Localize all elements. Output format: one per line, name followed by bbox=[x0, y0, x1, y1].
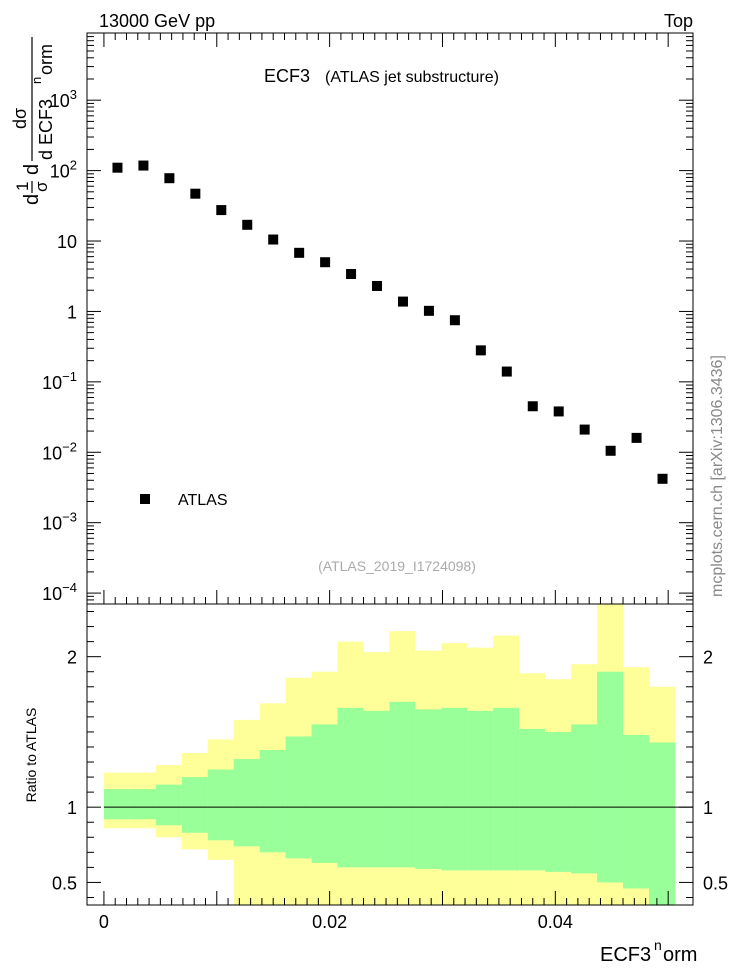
y-tick-label: 10−2 bbox=[42, 439, 77, 463]
inner-band-bin bbox=[571, 724, 598, 874]
ylabel-decf3: d ECF3 bbox=[36, 99, 56, 160]
xlabel-n: n bbox=[654, 937, 662, 953]
data-point bbox=[605, 445, 616, 456]
inner-band-bin bbox=[337, 707, 364, 868]
ratio-y-axis-label: Ratio to ATLAS bbox=[23, 708, 39, 803]
inner-band-bin bbox=[389, 701, 416, 868]
chart-subtitle: (ATLAS jet substructure) bbox=[325, 69, 499, 86]
ratio-x-tick-labels: 0 0.02 0.04 bbox=[99, 912, 573, 932]
inner-band-bin bbox=[285, 736, 312, 859]
data-point bbox=[164, 173, 175, 184]
main-frame bbox=[86, 32, 694, 605]
x-axis-label: ECF3 n orm bbox=[600, 937, 697, 966]
data-point bbox=[423, 305, 434, 316]
data-point bbox=[216, 205, 227, 216]
ylabel-sigma: σ bbox=[32, 181, 51, 192]
inner-band-bin bbox=[441, 707, 468, 871]
x-tick-label: 0 bbox=[99, 912, 109, 932]
inner-band-bin bbox=[493, 707, 520, 871]
data-point bbox=[242, 219, 253, 230]
data-point bbox=[657, 473, 668, 484]
inner-band-bin bbox=[207, 769, 234, 841]
inner-band-bin bbox=[259, 749, 286, 853]
legend-marker-atlas bbox=[140, 494, 150, 504]
inner-band-bin bbox=[415, 709, 442, 869]
ylabel-n: n bbox=[29, 77, 44, 84]
ratio-y-tick-label-left: 2 bbox=[67, 648, 77, 668]
data-point bbox=[372, 280, 383, 291]
data-point bbox=[527, 401, 538, 412]
xlabel-ecf3: ECF3 bbox=[600, 944, 651, 966]
x-tick-label: 0.02 bbox=[312, 912, 347, 932]
inner-band-bin bbox=[129, 789, 156, 820]
main-y-ticks bbox=[87, 32, 693, 605]
ylabel-d: d bbox=[21, 194, 43, 205]
data-point bbox=[449, 315, 460, 326]
data-point bbox=[631, 432, 642, 443]
data-point bbox=[397, 296, 408, 307]
ratio-frame bbox=[86, 603, 694, 906]
chart-title: ECF3 bbox=[264, 66, 310, 86]
header-left: 13000 GeV pp bbox=[99, 11, 215, 31]
ylabel-one: 1 bbox=[13, 182, 32, 191]
ylabel-orm: orm bbox=[36, 44, 56, 75]
inner-uncertainty-band bbox=[103, 671, 675, 905]
header-right: Top bbox=[664, 11, 693, 31]
x-tick-label: 0.04 bbox=[538, 912, 573, 932]
inner-band-bin bbox=[623, 734, 649, 889]
data-point bbox=[553, 406, 564, 417]
ylabel-d2: d bbox=[21, 164, 43, 175]
ratio-y-tick-label-right: 1 bbox=[703, 798, 713, 818]
inner-band-bin bbox=[648, 742, 675, 905]
data-point bbox=[475, 345, 486, 356]
data-point bbox=[112, 162, 123, 173]
data-point bbox=[346, 269, 357, 280]
ratio-y-tick-label-left: 1 bbox=[67, 798, 77, 818]
ylabel-dsigma: dσ bbox=[10, 108, 30, 129]
analysis-tag: (ATLAS_2019_I1724098) bbox=[318, 558, 476, 574]
data-point bbox=[579, 424, 590, 435]
inner-band-bin bbox=[311, 724, 338, 863]
main-y-tick-labels: 10−4 10−3 10−2 10−1 1 10 102 103 bbox=[42, 87, 77, 604]
main-y-axis-label: d 1 σ d dσ d ECF3 n orm bbox=[10, 37, 56, 205]
inner-band-bin bbox=[519, 728, 546, 871]
data-point bbox=[268, 234, 279, 245]
inner-band-bin bbox=[181, 777, 208, 833]
inner-band-bin bbox=[363, 710, 390, 868]
side-label: mcplots.cern.ch [arXiv:1306.3436] bbox=[709, 355, 726, 597]
inner-band-bin bbox=[103, 789, 130, 820]
ratio-y-tick-label-right: 0.5 bbox=[703, 873, 728, 893]
inner-band-bin bbox=[545, 731, 572, 872]
inner-band-bin bbox=[597, 671, 624, 883]
inner-band-bin bbox=[233, 759, 260, 847]
ratio-y-tick-label-right: 2 bbox=[703, 648, 713, 668]
xlabel-orm: orm bbox=[663, 944, 697, 966]
y-tick-label: 10 bbox=[57, 232, 77, 252]
data-point bbox=[294, 247, 305, 258]
legend-label-atlas: ATLAS bbox=[178, 492, 228, 509]
ratio-y-tick-label-left: 0.5 bbox=[52, 873, 77, 893]
ratio-panel: 0.5 0.5 1 1 2 2 0 0.02 0.04 Ratio to ATLAS ECF3… bbox=[23, 603, 728, 966]
data-point bbox=[138, 160, 149, 171]
y-tick-label: 10−4 bbox=[42, 580, 77, 604]
data-point bbox=[320, 257, 331, 268]
inner-band-bin bbox=[155, 784, 182, 826]
ratio-y-tick-labels: 0.5 0.5 1 1 2 2 bbox=[52, 648, 728, 894]
main-panel: 10−4 10−3 10−2 10−1 1 10 102 103 ECF3 (ATLAS je… bbox=[10, 32, 694, 605]
y-tick-label: 1 bbox=[67, 302, 77, 322]
y-tick-label: 103 bbox=[50, 87, 77, 111]
data-point bbox=[190, 188, 201, 199]
y-tick-label: 10−1 bbox=[42, 369, 77, 393]
inner-band-bin bbox=[467, 710, 494, 871]
ratio-ticks bbox=[87, 611, 693, 905]
data-points bbox=[112, 160, 668, 484]
y-tick-label: 102 bbox=[50, 158, 77, 182]
data-point bbox=[501, 366, 512, 377]
y-tick-label: 10−3 bbox=[42, 510, 77, 534]
